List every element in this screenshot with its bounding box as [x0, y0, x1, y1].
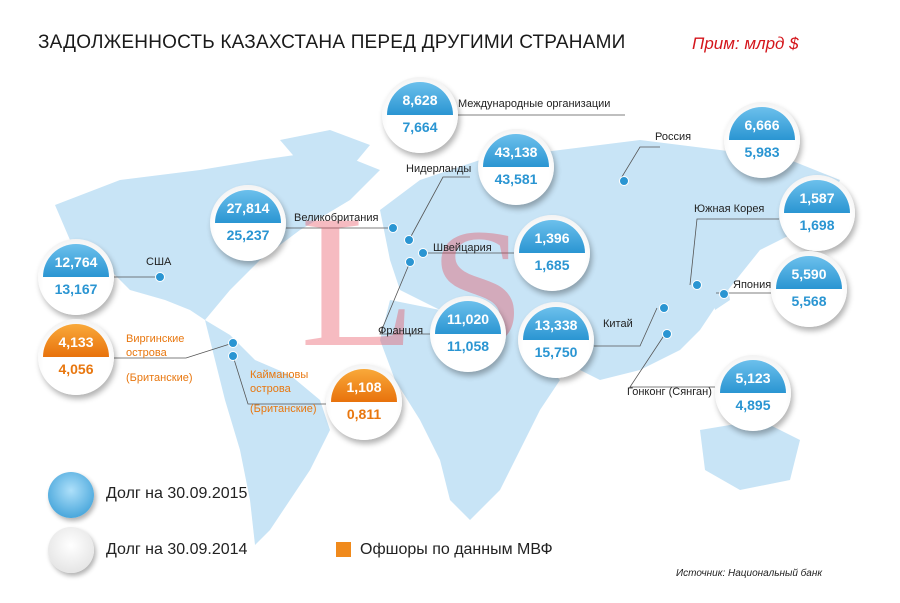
debt-2014-value: 7,664: [402, 119, 438, 135]
debt-bubble: 1,587 1,698: [779, 175, 855, 251]
debt-bubble: 27,814 25,237: [210, 185, 286, 261]
debt-2015-value: 12,764: [43, 244, 109, 277]
country-label: Швейцария: [433, 242, 492, 254]
debt-bubble: 5,590 5,568: [771, 251, 847, 327]
country-label: Нидерланды: [406, 163, 472, 175]
dot-china: [659, 303, 669, 313]
debt-2015-value: 1,396: [519, 220, 585, 253]
dot-virgin: [228, 338, 238, 348]
dot-cayman: [228, 351, 238, 361]
debt-2015-value: 5,590: [776, 256, 842, 289]
country-label: Южная Корея: [694, 203, 765, 215]
debt-2014-value: 43,581: [494, 171, 538, 187]
debt-2015-value: 1,587: [784, 180, 850, 213]
debt-2015-value: 1,108: [331, 369, 397, 402]
page-title: ЗАДОЛЖЕННОСТЬ КАЗАХСТАНА ПЕРЕД ДРУГИМИ С…: [38, 32, 626, 53]
dot-netherlands: [404, 235, 414, 245]
dot-japan: [719, 289, 729, 299]
dot-russia: [619, 176, 629, 186]
country-label: Виргинские острова: [126, 333, 185, 359]
debt-2015-value: 43,138: [483, 134, 549, 167]
country-label: Гонконг (Сянган): [627, 386, 712, 398]
debt-2015-value: 4,133: [43, 324, 109, 357]
legend-2014-label: Долг на 30.09.2014: [106, 541, 248, 558]
debt-bubble: 5,123 4,895: [715, 355, 791, 431]
debt-2014-value: 25,237: [226, 227, 270, 243]
dot-korea: [692, 280, 702, 290]
debt-bubble: 8,628 7,664: [382, 77, 458, 153]
source-note: Источник: Национальный банк: [676, 568, 823, 579]
debt-2014-value: 0,811: [346, 406, 382, 422]
legend-offshore-icon: [336, 542, 351, 557]
debt-bubble: 11,020 11,058: [430, 296, 506, 372]
debt-bubble: 1,108 0,811: [326, 364, 402, 440]
debt-2014-value: 15,750: [534, 344, 578, 360]
debt-bubble: 12,764 13,167: [38, 239, 114, 315]
debt-bubble: 6,666 5,983: [724, 102, 800, 178]
debt-2014-value: 1,685: [534, 257, 570, 273]
country-label: Франция: [378, 325, 424, 337]
debt-2014-value: 4,056: [58, 361, 94, 377]
debt-2015-value: 6,666: [729, 107, 795, 140]
country-sublabel: (Британские): [126, 372, 193, 384]
dot-uk: [388, 223, 398, 233]
legend-2014-icon: [48, 527, 94, 573]
dot-france: [405, 257, 415, 267]
debt-2014-value: 1,698: [799, 217, 835, 233]
debt-bubble: 1,396 1,685: [514, 215, 590, 291]
country-label: Великобритания: [294, 212, 379, 224]
debt-2014-value: 13,167: [54, 281, 98, 297]
debt-2014-value: 4,895: [735, 397, 771, 413]
debt-2015-value: 27,814: [215, 190, 281, 223]
units-note: Прим: млрд $: [692, 34, 799, 53]
debt-bubble: 4,133 4,056: [38, 319, 114, 395]
debt-2015-value: 11,020: [435, 301, 501, 334]
debt-2015-value: 5,123: [720, 360, 786, 393]
svg-text:L: L: [300, 177, 416, 387]
debt-2014-value: 5,568: [791, 293, 827, 309]
debt-bubble: 43,138 43,581: [478, 129, 554, 205]
debt-2014-value: 11,058: [446, 338, 490, 354]
country-label: Россия: [655, 131, 692, 143]
country-label: Каймановы острова: [250, 369, 309, 395]
dot-usa: [155, 272, 165, 282]
debt-2015-value: 8,628: [387, 82, 453, 115]
country-label: Япония: [733, 279, 772, 291]
debt-2014-value: 5,983: [744, 144, 780, 160]
legend-2015-icon: [48, 472, 94, 518]
dot-hongkong: [662, 329, 672, 339]
debt-2015-value: 13,338: [523, 307, 589, 340]
country-label: США: [146, 256, 172, 268]
legend-2015-label: Долг на 30.09.2015: [106, 485, 248, 502]
debt-bubble: 13,338 15,750: [518, 302, 594, 378]
country-label: Китай: [603, 318, 633, 330]
country-sublabel: (Британские): [250, 403, 317, 415]
dot-switzerland: [418, 248, 428, 258]
legend-offshore-label: Офшоры по данным МВФ: [360, 541, 553, 558]
country-label: Международные организации: [458, 98, 611, 110]
